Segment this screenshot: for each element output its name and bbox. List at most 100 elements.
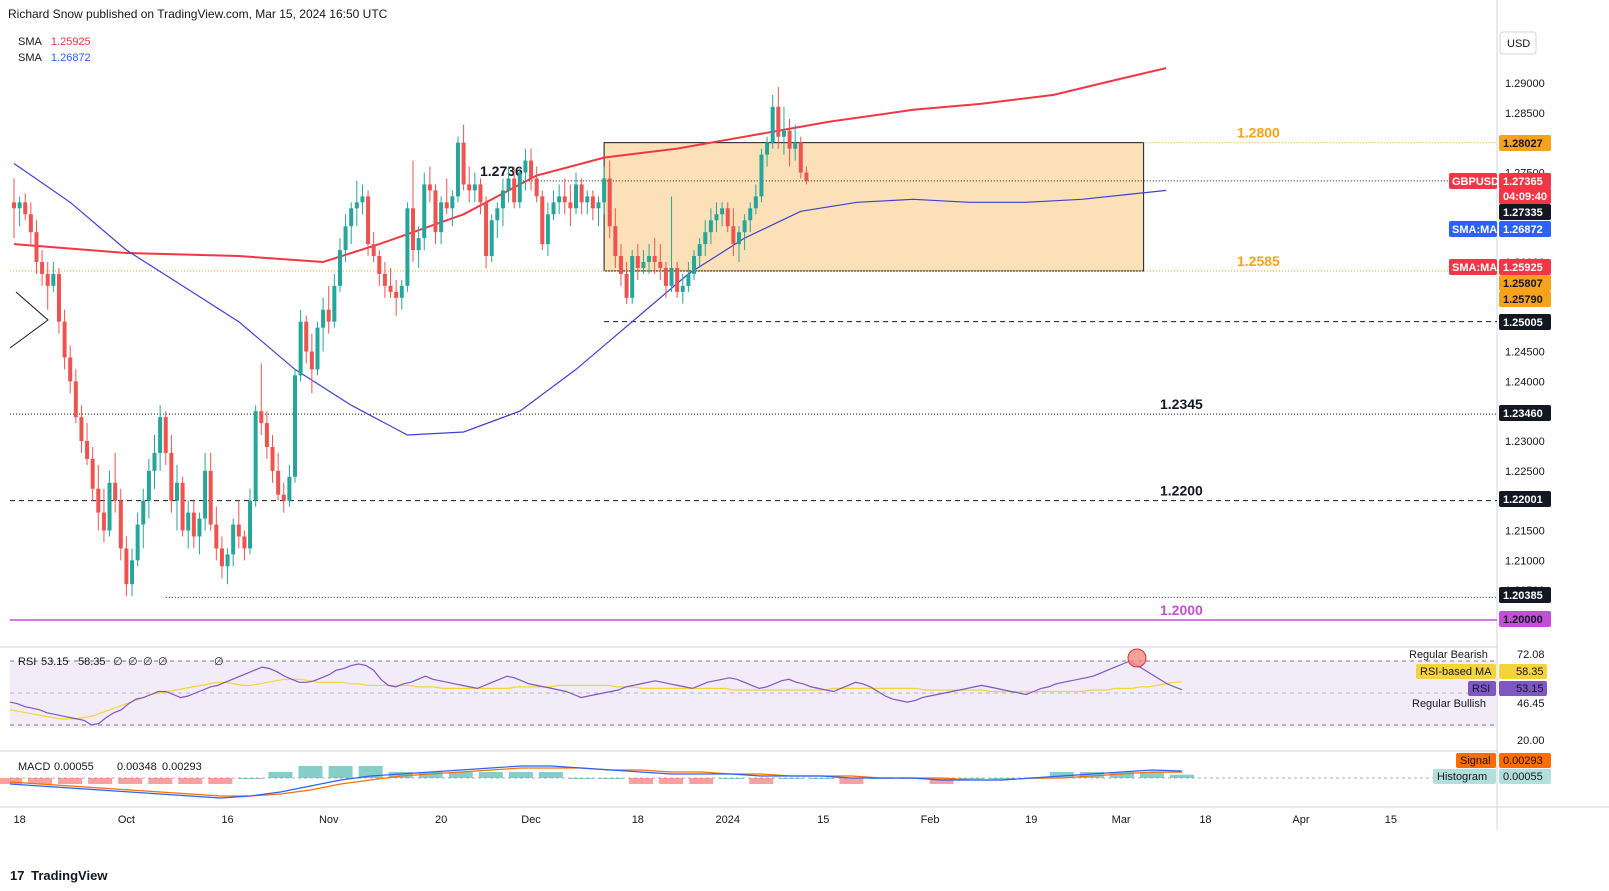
macd-histogram-bar[interactable] xyxy=(989,778,1014,779)
candle-body[interactable] xyxy=(427,184,432,191)
candle-body[interactable] xyxy=(669,267,674,286)
candle-body[interactable] xyxy=(433,190,438,233)
candle-body[interactable] xyxy=(512,178,517,203)
price-tag[interactable] xyxy=(1499,314,1551,330)
candle-body[interactable] xyxy=(439,202,444,233)
macd-histogram-bar[interactable] xyxy=(448,772,473,778)
candle-body[interactable] xyxy=(388,285,393,292)
candle-body[interactable] xyxy=(765,142,770,155)
candle-body[interactable] xyxy=(478,184,483,203)
candle-body[interactable] xyxy=(708,220,713,233)
macd-histogram-bar[interactable] xyxy=(418,772,443,778)
candle-body[interactable] xyxy=(270,446,275,471)
macd-histogram-bar[interactable] xyxy=(779,778,804,779)
price-tag-name[interactable] xyxy=(1449,173,1497,189)
candle-body[interactable] xyxy=(416,238,421,251)
candle-body[interactable] xyxy=(101,512,106,531)
candle-body[interactable] xyxy=(360,196,365,203)
macd-histogram-bar[interactable] xyxy=(148,778,173,784)
candle-body[interactable] xyxy=(158,417,163,453)
macd-histogram-bar[interactable] xyxy=(178,778,203,784)
candle-body[interactable] xyxy=(461,142,466,185)
rsi-value-tag[interactable] xyxy=(1499,681,1547,696)
candle-body[interactable] xyxy=(489,220,494,257)
candle-body[interactable] xyxy=(354,202,359,209)
candle-body[interactable] xyxy=(225,554,230,567)
macd-histogram-bar[interactable] xyxy=(208,778,233,784)
candle-body[interactable] xyxy=(686,273,691,286)
price-tag[interactable] xyxy=(1499,135,1551,151)
candle-body[interactable] xyxy=(242,536,247,549)
candle-body[interactable] xyxy=(304,321,309,352)
candle-body[interactable] xyxy=(770,106,775,143)
candle-body[interactable] xyxy=(152,452,157,471)
macd-histogram-bar[interactable] xyxy=(328,766,353,778)
candle-body[interactable] xyxy=(551,202,556,215)
candle-body[interactable] xyxy=(17,202,22,209)
price-tag[interactable] xyxy=(1499,491,1551,507)
candle-body[interactable] xyxy=(759,154,764,197)
candle-body[interactable] xyxy=(697,244,702,257)
macd-histogram-bar[interactable] xyxy=(118,778,143,784)
candle-body[interactable] xyxy=(630,256,635,298)
candle-body[interactable] xyxy=(51,273,56,286)
candle-body[interactable] xyxy=(40,262,45,274)
rsi-line[interactable] xyxy=(9,660,1183,726)
price-tag[interactable] xyxy=(1499,221,1551,237)
candle-body[interactable] xyxy=(596,202,601,209)
price-tag[interactable] xyxy=(1499,291,1551,307)
price-tag[interactable] xyxy=(1499,188,1551,204)
candle-body[interactable] xyxy=(163,417,168,453)
macd-histogram-bar[interactable] xyxy=(298,766,323,778)
candle-body[interactable] xyxy=(146,470,151,501)
candle-body[interactable] xyxy=(703,232,708,245)
candle-body[interactable] xyxy=(113,482,118,501)
macd-histogram-bar[interactable] xyxy=(659,778,684,784)
candle-body[interactable] xyxy=(585,196,590,203)
candle-body[interactable] xyxy=(399,285,404,298)
candle-body[interactable] xyxy=(753,196,758,209)
macd-histogram-bar[interactable] xyxy=(478,772,503,778)
candle-body[interactable] xyxy=(259,411,264,424)
candle-body[interactable] xyxy=(79,417,84,441)
candle-body[interactable] xyxy=(590,196,595,209)
candle-body[interactable] xyxy=(293,375,297,477)
histogram-value-tag[interactable] xyxy=(1499,769,1551,784)
macd-histogram-bar[interactable] xyxy=(749,778,774,784)
candle-body[interactable] xyxy=(613,226,618,257)
candle-body[interactable] xyxy=(731,226,736,245)
macd-histogram-bar[interactable] xyxy=(1049,772,1074,778)
macd-histogram-bar[interactable] xyxy=(629,778,654,784)
candle-body[interactable] xyxy=(652,256,657,262)
candle-body[interactable] xyxy=(253,411,258,501)
macd-histogram-bar[interactable] xyxy=(268,772,293,778)
candle-body[interactable] xyxy=(635,256,640,268)
rsi-tag[interactable] xyxy=(1468,681,1496,696)
macd-histogram-bar[interactable] xyxy=(929,778,954,784)
price-tag[interactable] xyxy=(1499,587,1551,603)
candle-body[interactable] xyxy=(787,130,792,149)
candle-body[interactable] xyxy=(641,262,646,268)
candle-body[interactable] xyxy=(450,196,455,209)
macd-histogram-bar[interactable] xyxy=(1170,774,1194,778)
candle-body[interactable] xyxy=(287,476,292,501)
candle-body[interactable] xyxy=(174,482,179,501)
candle-body[interactable] xyxy=(517,172,522,203)
candle-body[interactable] xyxy=(405,208,410,286)
candle-body[interactable] xyxy=(169,452,174,501)
candle-body[interactable] xyxy=(692,256,697,274)
sma-50-line[interactable] xyxy=(13,163,1167,436)
candle-body[interactable] xyxy=(28,214,33,233)
legend-row-sma-50[interactable]: SMA 1.26872 xyxy=(18,50,91,66)
candle-body[interactable] xyxy=(135,524,140,561)
macd-histogram-bar[interactable] xyxy=(719,778,744,779)
candle-body[interactable] xyxy=(663,267,668,286)
candle-body[interactable] xyxy=(248,500,253,549)
candle-body[interactable] xyxy=(680,285,685,292)
macd-histogram-bar[interactable] xyxy=(1079,772,1104,778)
candle-body[interactable] xyxy=(472,184,477,191)
tradingview-logo[interactable]: 17 TradingView xyxy=(10,868,107,883)
rsi-ma-tag[interactable] xyxy=(1416,664,1496,679)
candle-body[interactable] xyxy=(343,226,348,251)
candle-body[interactable] xyxy=(332,285,337,322)
